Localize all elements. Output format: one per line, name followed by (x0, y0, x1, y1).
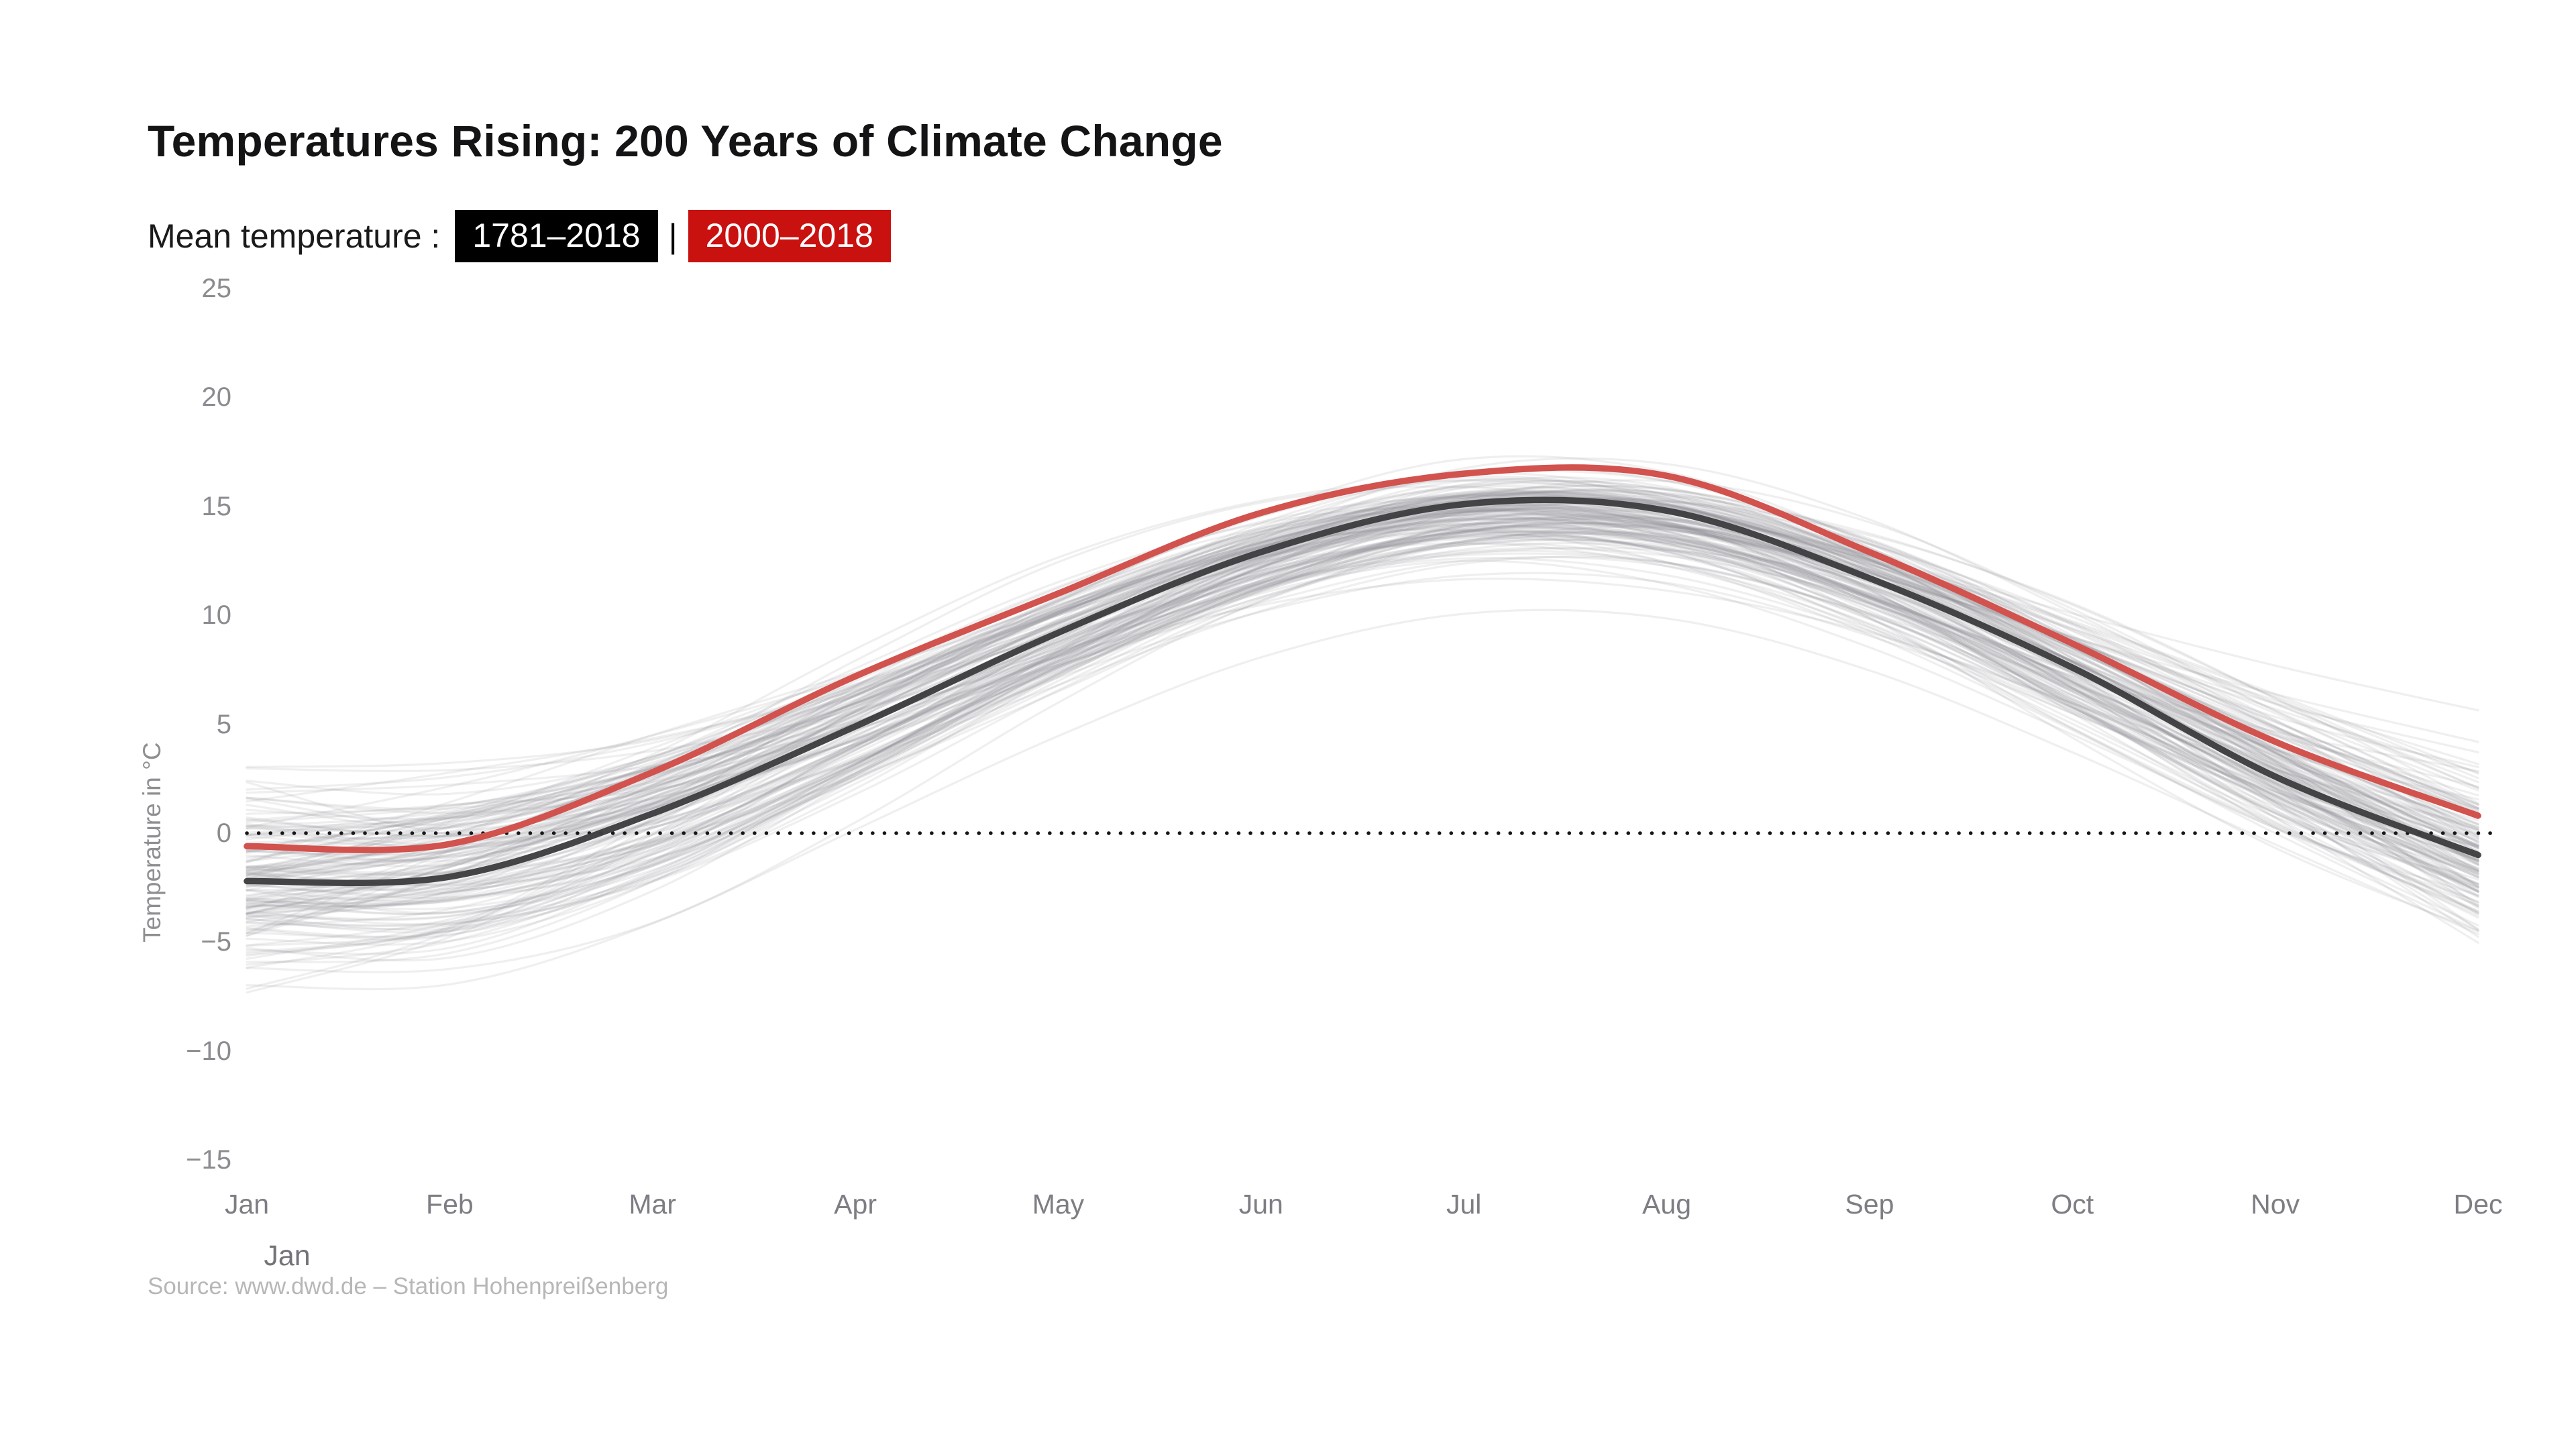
y-tick-25: 25 (201, 274, 232, 303)
background-year-lines (246, 455, 2479, 994)
y-tick-10: 10 (201, 600, 232, 631)
mean-line-1781-2018 (244, 496, 2481, 886)
x-tick-aug: Aug (1642, 1189, 1691, 1220)
x-tick-sep: Sep (1845, 1189, 1894, 1220)
y-tick--5: −5 (201, 927, 231, 957)
y-tick-5: 5 (216, 709, 231, 739)
x-tick-jun: Jun (1238, 1189, 1283, 1220)
source-note: Source: www.dwd.de – Station Hohenpreiße… (148, 1273, 669, 1299)
x-tick-jul: Jul (1446, 1189, 1482, 1220)
x-tick-may: May (1032, 1189, 1085, 1220)
x-tick-dec: Dec (2453, 1189, 2503, 1220)
x-tick-apr: Apr (834, 1189, 877, 1220)
legend-badge-2000-2018: 2000–2018 (688, 210, 891, 262)
y-tick-0: 0 (216, 818, 231, 848)
x-tick-mar: Mar (629, 1189, 677, 1220)
x-tick-jan: Jan (224, 1189, 270, 1220)
legend-badge-1781-2018: 1781–2018 (455, 210, 658, 262)
x-tick-oct: Oct (2051, 1189, 2094, 1220)
y-tick-20: 20 (201, 382, 232, 413)
y-tick-15: 15 (201, 491, 232, 521)
x-tick-feb: Feb (426, 1189, 474, 1220)
legend-separator: | (668, 217, 678, 255)
chart-subtitle: Mean temperature : 1781–2018 | 2000–2018 (148, 207, 891, 266)
y-tick--15: −15 (186, 1145, 231, 1175)
y-tick--10: −10 (186, 1036, 231, 1066)
x-axis-sub-label-jan: Jan (264, 1240, 311, 1272)
mean-line-2000-2018 (244, 464, 2481, 853)
chart-title: Temperatures Rising: 200 Years of Climat… (148, 116, 1223, 166)
subtitle-label: Mean temperature : (148, 217, 441, 255)
x-tick-nov: Nov (2251, 1189, 2300, 1220)
